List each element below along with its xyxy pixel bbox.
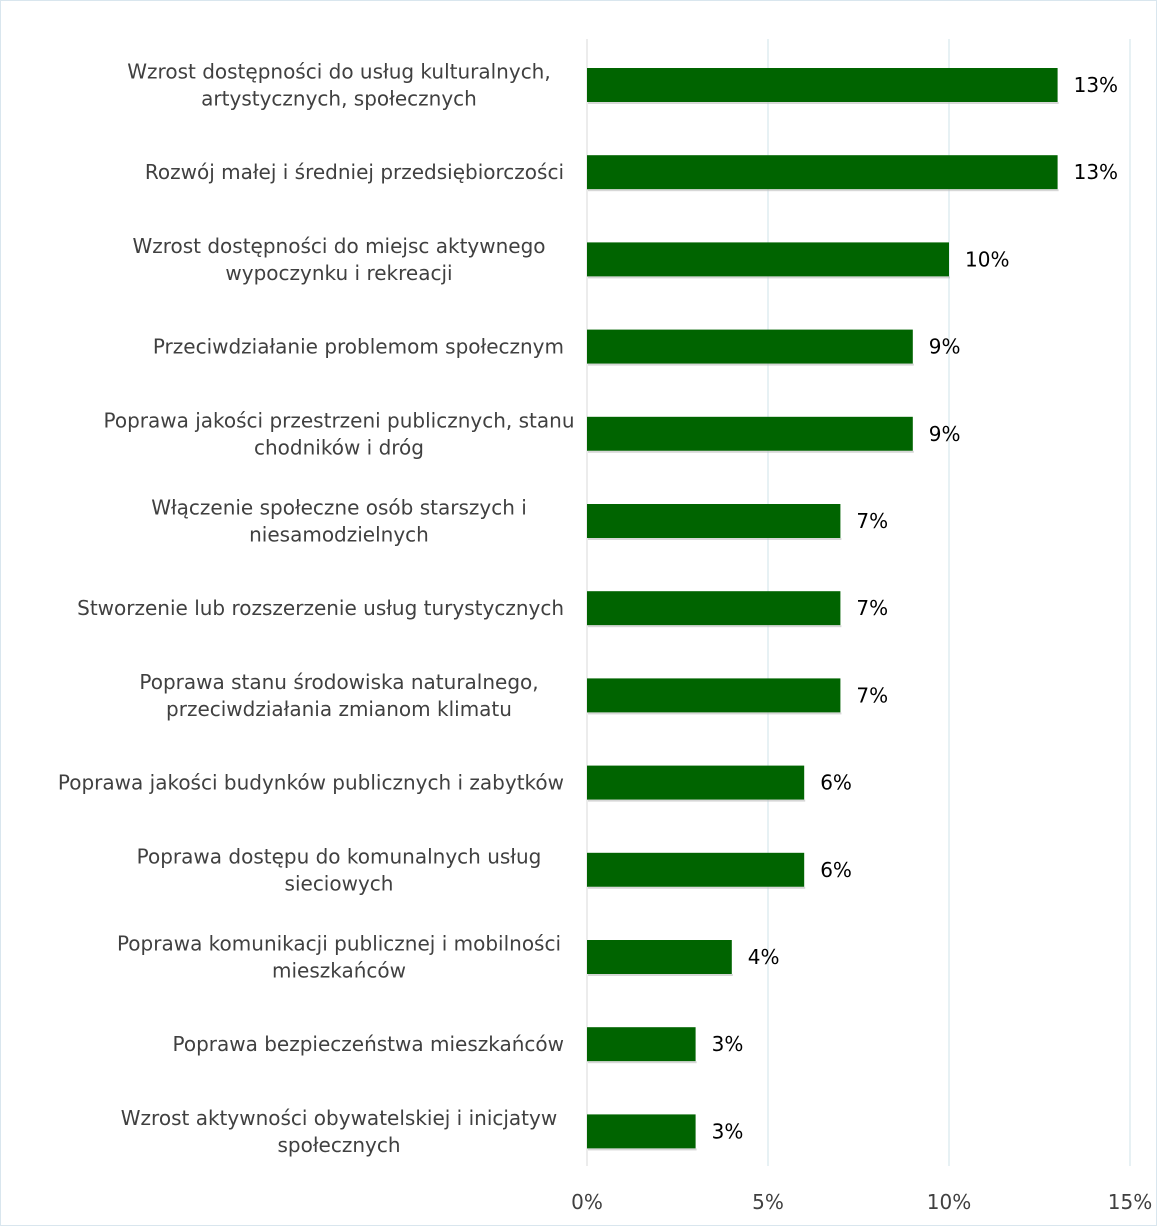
value-label: 3%	[712, 1119, 744, 1143]
bar	[587, 852, 805, 887]
value-label: 13%	[1074, 160, 1118, 184]
value-label: 3%	[712, 1032, 744, 1056]
bar	[587, 591, 841, 626]
value-label: 7%	[856, 596, 888, 620]
bar	[587, 1027, 696, 1062]
category-label: Poprawa jakości budynków publicznych i z…	[58, 771, 564, 795]
bar-shadow	[588, 538, 842, 540]
bar	[587, 329, 913, 364]
bar	[587, 504, 841, 538]
bars	[587, 68, 1059, 1151]
category-label: Przeciwdziałanie problemom społecznym	[153, 335, 564, 359]
value-label: 7%	[856, 509, 888, 533]
bar-shadow	[588, 363, 914, 366]
bar	[587, 678, 841, 713]
category-label: Poprawa stanu środowiska naturalnego, prz…	[139, 670, 538, 721]
category-label: Poprawa bezpieczeństwa mieszkańców	[172, 1032, 564, 1056]
bar-shadow	[588, 886, 806, 889]
bar	[587, 1114, 696, 1149]
category-label: Wzrost dostępności do miejsc aktywnego wy…	[132, 234, 545, 285]
x-tick-label: 15%	[1108, 1190, 1152, 1214]
bar-shadow	[588, 189, 1059, 192]
category-label: Stworzenie lub rozszerzenie usług turyst…	[77, 596, 564, 620]
category-label: Wzrost dostępności do usług kulturalnych…	[127, 60, 550, 111]
bar	[587, 155, 1058, 190]
category-labels: Wzrost dostępności do usług kulturalnych…	[58, 60, 575, 1157]
bar-shadow	[588, 450, 914, 453]
category-label: Włączenie społeczne osób starszych i nies…	[151, 496, 527, 547]
bar	[587, 242, 949, 277]
category-label: Poprawa jakości przestrzeni publicznych,…	[103, 408, 574, 459]
x-tick-label: 5%	[752, 1190, 784, 1214]
value-label: 6%	[820, 858, 852, 882]
value-label: 6%	[820, 771, 852, 795]
bar-shadow	[588, 974, 733, 976]
x-tick-label: 10%	[927, 1190, 971, 1214]
bar-shadow	[588, 712, 842, 715]
category-label: Wzrost aktywności obywatelskiej i inicja…	[121, 1106, 557, 1157]
value-label: 4%	[748, 945, 780, 969]
bar-shadow	[588, 1061, 697, 1064]
bar-shadow	[588, 276, 950, 279]
bar	[587, 68, 1058, 102]
value-label: 13%	[1074, 73, 1118, 97]
value-label: 9%	[929, 422, 961, 446]
bar-shadow	[588, 1148, 697, 1151]
value-label: 9%	[929, 335, 961, 359]
bar	[587, 940, 732, 974]
value-labels: 13% 13% 10% 9% 9% 7% 7% 7% 6% 6% 4% 3% 3%	[712, 73, 1118, 1143]
category-label: Poprawa dostępu do komunalnych usług siec…	[137, 844, 542, 895]
value-label: 7%	[856, 683, 888, 707]
bar-shadow	[588, 102, 1059, 104]
bar	[587, 765, 805, 800]
category-label: Rozwój małej i średniej przedsiębiorczoś…	[145, 160, 564, 184]
bar	[587, 416, 913, 451]
x-axis-ticks: 0% 5% 10% 15%	[571, 1190, 1152, 1214]
bar-shadow	[588, 625, 842, 628]
value-label: 10%	[965, 247, 1009, 271]
bar-shadow	[588, 799, 806, 802]
x-tick-label: 0%	[571, 1190, 603, 1214]
category-label: Poprawa komunikacji publicznej i mobilno…	[117, 932, 561, 983]
